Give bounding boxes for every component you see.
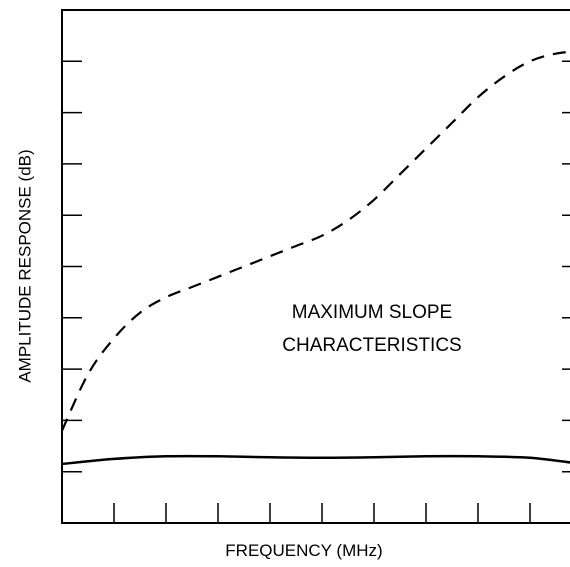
plot-frame — [61, 9, 570, 524]
annotation-line-1: MAXIMUM SLOPE — [292, 302, 452, 323]
flat-response-solid-line — [61, 454, 570, 466]
annotation-line-2: CHARACTERISTICS — [282, 335, 461, 356]
x-axis-label: FREQUENCY (MHz) — [225, 541, 382, 560]
x-tick-marks — [113, 503, 531, 523]
series-layer — [60, 50, 570, 466]
y-tick-marks — [62, 60, 570, 473]
max-slope-dashed-line — [60, 50, 570, 432]
y-axis-label: AMPLITUDE RESPONSE (dB) — [15, 149, 34, 382]
